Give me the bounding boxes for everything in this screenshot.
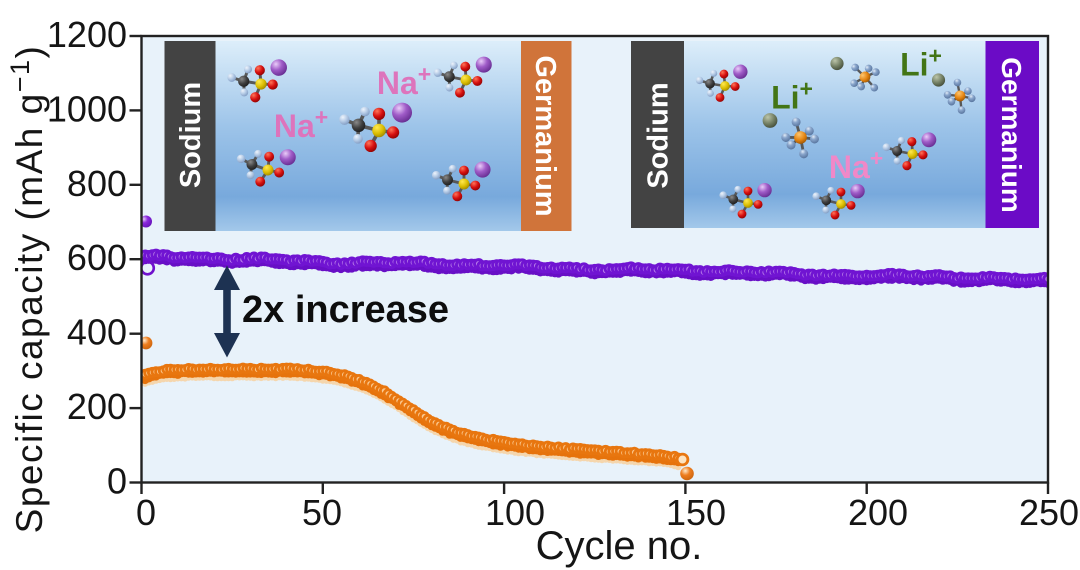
svg-text:Cycle no.: Cycle no. bbox=[536, 524, 703, 568]
svg-text:Specific capacity (mAh g−1): Specific capacity (mAh g−1) bbox=[5, 45, 50, 534]
svg-text:200: 200 bbox=[848, 492, 908, 533]
svg-text:800: 800 bbox=[67, 163, 127, 204]
svg-text:1200: 1200 bbox=[47, 14, 127, 55]
svg-text:Germanium: Germanium bbox=[996, 57, 1027, 213]
svg-text:0: 0 bbox=[107, 461, 127, 502]
svg-text:Sodium: Sodium bbox=[643, 82, 675, 188]
svg-text:100: 100 bbox=[485, 492, 545, 533]
svg-text:200: 200 bbox=[67, 386, 127, 427]
svg-text:400: 400 bbox=[67, 312, 127, 353]
svg-text:250: 250 bbox=[1019, 492, 1079, 533]
svg-text:600: 600 bbox=[67, 237, 127, 278]
svg-text:150: 150 bbox=[666, 492, 726, 533]
svg-text:Sodium: Sodium bbox=[175, 82, 207, 188]
svg-text:Germanium: Germanium bbox=[529, 55, 561, 216]
svg-text:2x increase: 2x increase bbox=[242, 289, 449, 331]
svg-text:0: 0 bbox=[136, 492, 156, 533]
svg-text:Na+: Na+ bbox=[829, 145, 883, 185]
svg-text:50: 50 bbox=[302, 492, 342, 533]
svg-text:1000: 1000 bbox=[47, 88, 127, 129]
